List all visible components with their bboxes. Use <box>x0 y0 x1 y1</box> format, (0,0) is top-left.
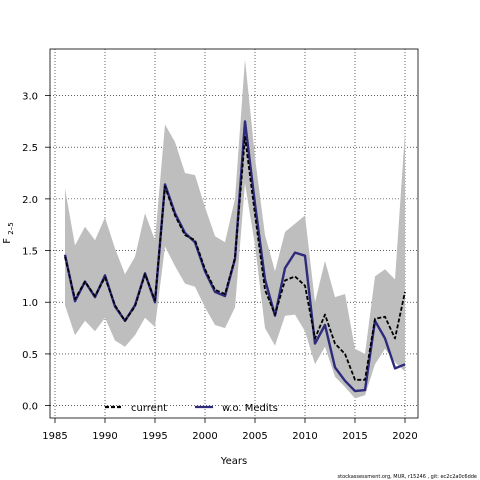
y-axis-title-subscript: 2–5 <box>7 222 15 234</box>
y-tick-label: 1.0 <box>22 298 38 309</box>
x-tick-label: 2010 <box>292 431 317 442</box>
y-tick-label: 2.5 <box>22 143 38 154</box>
y-tick-label: 0.5 <box>22 350 38 361</box>
y-tick-label: 1.5 <box>22 247 38 258</box>
series-line-current <box>64 135 406 381</box>
legend-label-current: current <box>131 403 167 414</box>
y-axis-title-main: F <box>2 238 13 244</box>
y-tick-label: 0.0 <box>22 402 38 413</box>
x-axis: 1985 1990 1995 2000 2005 2010 2015 2020 <box>42 418 418 442</box>
svg-text:F 2–5: F 2–5 <box>2 222 15 243</box>
x-tick-label: 2015 <box>342 431 367 442</box>
x-tick-label: 1985 <box>42 431 67 442</box>
legend: current w.o. Medits <box>105 403 278 414</box>
x-axis-title: Years <box>220 456 247 467</box>
x-tick-label: 2005 <box>242 431 267 442</box>
y-axis-title: F 2–5 <box>2 222 15 243</box>
y-axis: 0.0 0.5 1.0 1.5 2.0 2.5 3.0 <box>22 92 50 413</box>
plot-frame <box>49 48 419 419</box>
footnote: stockassessment.org, MUR, r15246 , git: … <box>338 474 477 480</box>
y-tick-label: 3.0 <box>22 92 38 103</box>
confidence-band <box>65 59 405 399</box>
x-tick-label: 2020 <box>392 431 417 442</box>
y-tick-label: 2.0 <box>22 195 38 206</box>
legend-label-wo-medits: w.o. Medits <box>222 403 278 414</box>
x-tick-label: 1995 <box>142 431 167 442</box>
x-tick-label: 1990 <box>92 431 117 442</box>
series-layer <box>63 120 406 393</box>
x-tick-label: 2000 <box>192 431 217 442</box>
